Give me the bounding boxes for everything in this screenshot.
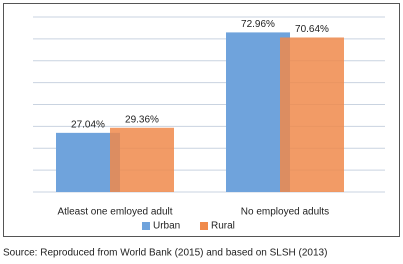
legend-swatch (200, 222, 208, 230)
legend-label: Rural (211, 221, 235, 232)
legend-swatch (142, 222, 150, 230)
data-label: 27.04% (71, 119, 105, 130)
x-tick-label: No employed adults (241, 207, 329, 218)
bar (280, 37, 344, 192)
bar (110, 127, 174, 192)
source-note: Source: Reproduced from World Bank (2015… (3, 248, 327, 259)
bar (226, 32, 290, 193)
data-label: 70.64% (295, 24, 329, 35)
legend-label: Urban (153, 221, 180, 232)
data-label: 29.36% (125, 114, 159, 125)
data-label: 72.96% (241, 19, 275, 30)
bar (56, 132, 120, 192)
x-tick-label: Atleast one emloyed adult (57, 207, 172, 218)
